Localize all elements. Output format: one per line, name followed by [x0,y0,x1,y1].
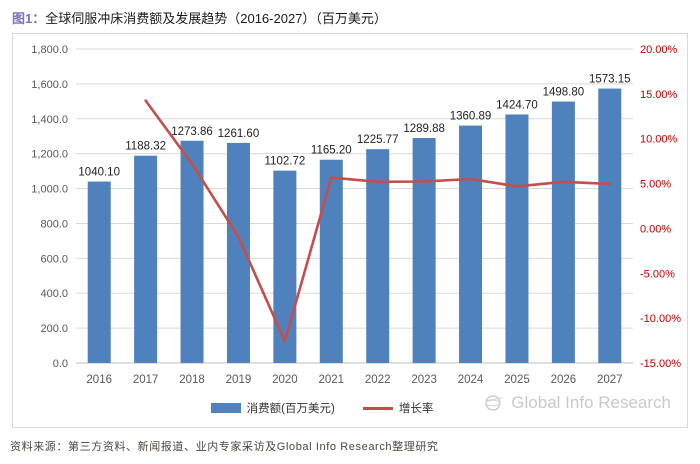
y-right-tick-label: 10.00% [640,134,678,146]
source-note: 资料来源：第三方资料、新闻报道、业内专家采访及Global Info Resea… [10,441,439,453]
globe-icon [485,395,503,411]
legend-line-swatch [362,406,393,410]
x-axis-tick-label: 2020 [272,374,298,386]
bar-2025 [505,114,529,364]
y-left-tick-label: 0.0 [53,358,68,370]
y-right-tick-label: -5.00% [640,268,675,280]
bar-2024 [459,125,483,363]
x-axis-tick-label: 2026 [551,374,577,386]
bar-2026 [551,101,575,363]
y-right-tick-label: -10.00% [640,313,681,325]
growth-rate-line [144,99,612,343]
bar-2019 [226,142,250,363]
bar-value-label: 1289.88 [403,123,445,135]
x-axis-tick-label: 2023 [411,374,437,386]
y-left-tick-label: 600.0 [40,253,68,265]
combo-chart: 0.0 200.0 400.0 600.0 800.0 1,000.0 1,200.0 1,4… [31,44,681,386]
legend-bar-swatch [210,403,241,413]
bar-value-label: 1102.72 [265,156,306,168]
bar-2016 [87,181,111,363]
y-right-tick-label: 5.00% [640,179,671,191]
bar-value-label: 1261.60 [218,128,260,140]
bar-2021 [319,159,343,363]
bar-2027 [598,88,622,363]
x-axis-tick-label: 2022 [365,374,391,386]
x-axis-tick-label: 2019 [226,374,252,386]
bar-value-label: 1040.10 [78,167,120,179]
x-axis-tick-label: 2021 [318,374,344,386]
bar-value-label: 1424.70 [496,99,538,111]
y-left-tick-label: 1,000.0 [31,184,68,196]
bar-value-label: 1498.80 [543,87,585,99]
y-left-tick-label: 400.0 [40,288,68,300]
y-left-tick-label: 1,800.0 [31,44,68,56]
y-right-tick-label: -15.00% [640,358,681,370]
bar-2022 [366,149,390,363]
bar-2020 [273,170,297,363]
figure-title-text: 全球伺服冲床消费额及发展趋势（2016-2027）（百万美元） [45,11,387,26]
y-left-tick-label: 1,400.0 [31,114,68,126]
figure-label: 图1： [12,11,46,26]
y-left-tick-label: 800.0 [40,218,68,230]
figure-title: 图1：全球伺服冲床消费额及发展趋势（2016-2027）（百万美元） [12,8,387,27]
bar-value-label: 1165.20 [311,145,352,157]
bar-value-label: 1360.89 [450,111,492,123]
y-right-tick-label: 20.00% [640,44,678,56]
x-axis-tick-label: 2025 [504,374,530,386]
bar-2018 [180,140,204,363]
bar-value-label: 1273.86 [171,126,213,138]
y-right-tick-label: 15.00% [640,89,678,101]
legend-bar-label: 消费额(百万美元) [246,403,335,415]
bar-value-label: 1573.15 [589,74,631,86]
x-axis-tick-label: 2027 [597,374,623,386]
x-axis-tick-label: 2024 [458,374,484,386]
chart-legend: 消费额(百万美元) 增长率 [0,400,659,416]
x-axis-tick-label: 2016 [86,374,112,386]
bar-value-label: 1188.32 [125,141,166,153]
watermark: Global Info Research [482,392,671,414]
y-left-tick-label: 1,200.0 [31,149,68,161]
legend-line-label: 增长率 [398,403,434,415]
y-left-tick-label: 200.0 [40,323,68,335]
x-axis-tick-label: 2018 [179,374,205,386]
y-right-tick-label: 0.00% [640,223,671,235]
x-axis-tick-label: 2017 [133,374,159,386]
bar-2023 [412,137,436,363]
watermark-text: Global Info Research [511,393,671,412]
y-left-tick-label: 1,600.0 [31,79,68,91]
chart-container: 0.0 200.0 400.0 600.0 800.0 1,000.0 1,200.0 1,4… [12,33,688,428]
bar-2017 [134,155,158,363]
bar-value-label: 1225.77 [357,134,399,146]
